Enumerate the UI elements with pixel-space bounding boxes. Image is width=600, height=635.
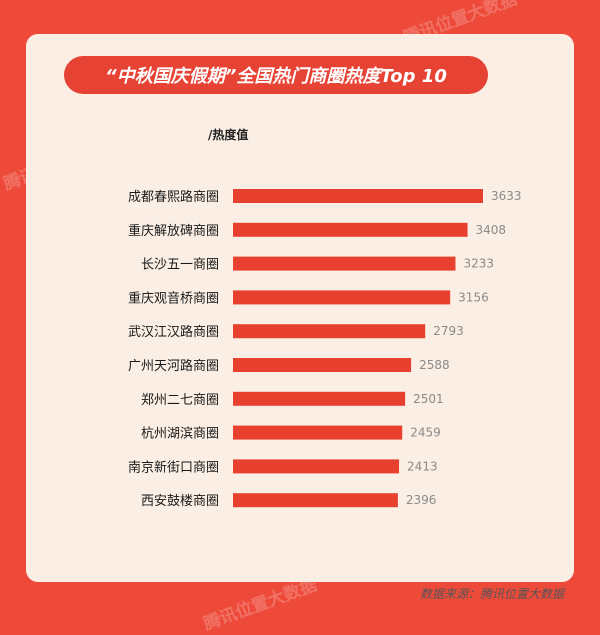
- bar: [233, 493, 398, 508]
- category-label: 广州天河路商圈: [128, 358, 219, 374]
- value-label: 3633: [491, 189, 522, 203]
- bar: [233, 358, 412, 372]
- bar: [233, 290, 451, 305]
- bar: [233, 324, 426, 339]
- bar-chart: 成都春熙路商圈 3633 重庆解放碑商圈 3408 长沙五一商圈 3233 重庆观音桥商圈 3…: [128, 189, 522, 509]
- value-label: 3156: [458, 290, 489, 304]
- data-source: 数据来源：腾讯位置大数据: [419, 587, 564, 601]
- bar: [233, 391, 406, 406]
- unit-label: /热度值: [208, 128, 249, 142]
- category-label: 杭州湖滨商圈: [141, 426, 219, 442]
- bar: [233, 222, 468, 237]
- value-label: 3408: [476, 223, 507, 237]
- value-label: 3233: [463, 257, 494, 271]
- category-label: 西安鼓楼商圈: [141, 494, 219, 509]
- chart-card: [26, 34, 574, 582]
- value-label: 2793: [433, 324, 464, 338]
- category-label: 成都春熙路商圈: [128, 189, 219, 205]
- value-label: 2501: [413, 392, 444, 406]
- category-label: 重庆解放碑商圈: [128, 223, 219, 239]
- category-label: 重庆观音桥商圈: [128, 290, 219, 306]
- category-label: 武汉江汉路商圈: [128, 324, 219, 340]
- category-label: 郑州二七商圈: [141, 393, 219, 408]
- category-label: 南京新街口商圈: [128, 459, 219, 475]
- chart-title: “中秋国庆假期”全国热门商圈热度Top 10: [64, 56, 488, 94]
- bar: [233, 189, 483, 203]
- bar: [233, 256, 456, 271]
- bar: [233, 459, 400, 474]
- value-label: 2413: [407, 459, 438, 473]
- bar: [233, 425, 403, 440]
- value-label: 2588: [419, 358, 450, 372]
- category-label: 长沙五一商圈: [141, 258, 219, 273]
- value-label: 2459: [410, 426, 441, 440]
- value-label: 2396: [406, 493, 437, 507]
